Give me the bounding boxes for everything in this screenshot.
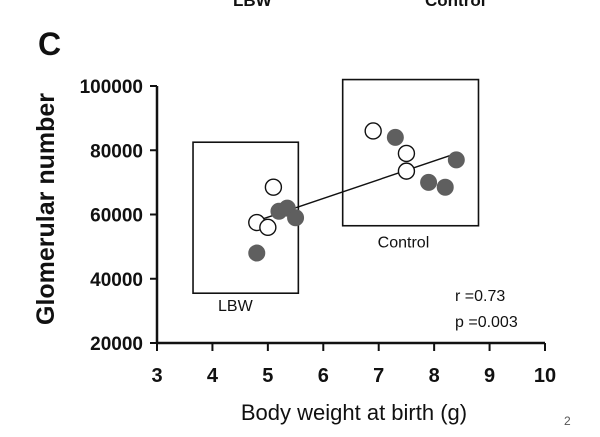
group-box-label-lbw: LBW [218,298,254,315]
correlation-r-label: r =0.73 [455,288,505,305]
x-tick-label: 8 [429,365,440,387]
filled-data-point [420,173,438,191]
filled-data-point [447,151,465,169]
group-box-label-control: Control [378,235,430,252]
y-tick-label: 40000 [90,270,143,291]
x-tick-label: 3 [151,365,162,387]
x-tick-label: 6 [318,365,329,387]
x-tick-label: 4 [207,365,219,387]
filled-data-point [436,178,454,196]
top-partial-label-lbw: LBW [233,0,273,10]
y-tick-label: 100000 [80,77,143,98]
filled-data-point [287,209,305,227]
x-tick-label: 10 [534,365,556,387]
x-axis-title: Body weight at birth (g) [241,400,467,425]
p-value-label: p =0.003 [455,314,518,331]
open-data-point [264,178,283,196]
x-tick-label: 9 [484,365,495,387]
y-tick-label: 80000 [90,141,143,162]
filled-data-point [386,128,404,146]
x-tick-label: 7 [373,365,384,387]
y-tick-label: 60000 [90,206,143,227]
filled-data-point [248,244,266,262]
top-partial-label-control: Control [425,0,485,10]
x-tick-label: 5 [262,365,273,387]
open-data-point [259,218,277,237]
y-tick-label: 20000 [90,334,143,355]
page-number: 2 [564,414,571,428]
open-data-point [364,122,382,140]
open-data-point [397,144,416,163]
panel-label: C [38,26,61,62]
open-data-point [397,162,416,180]
group-box-control [341,78,480,227]
y-axis-title: Glomerular number [32,93,60,325]
